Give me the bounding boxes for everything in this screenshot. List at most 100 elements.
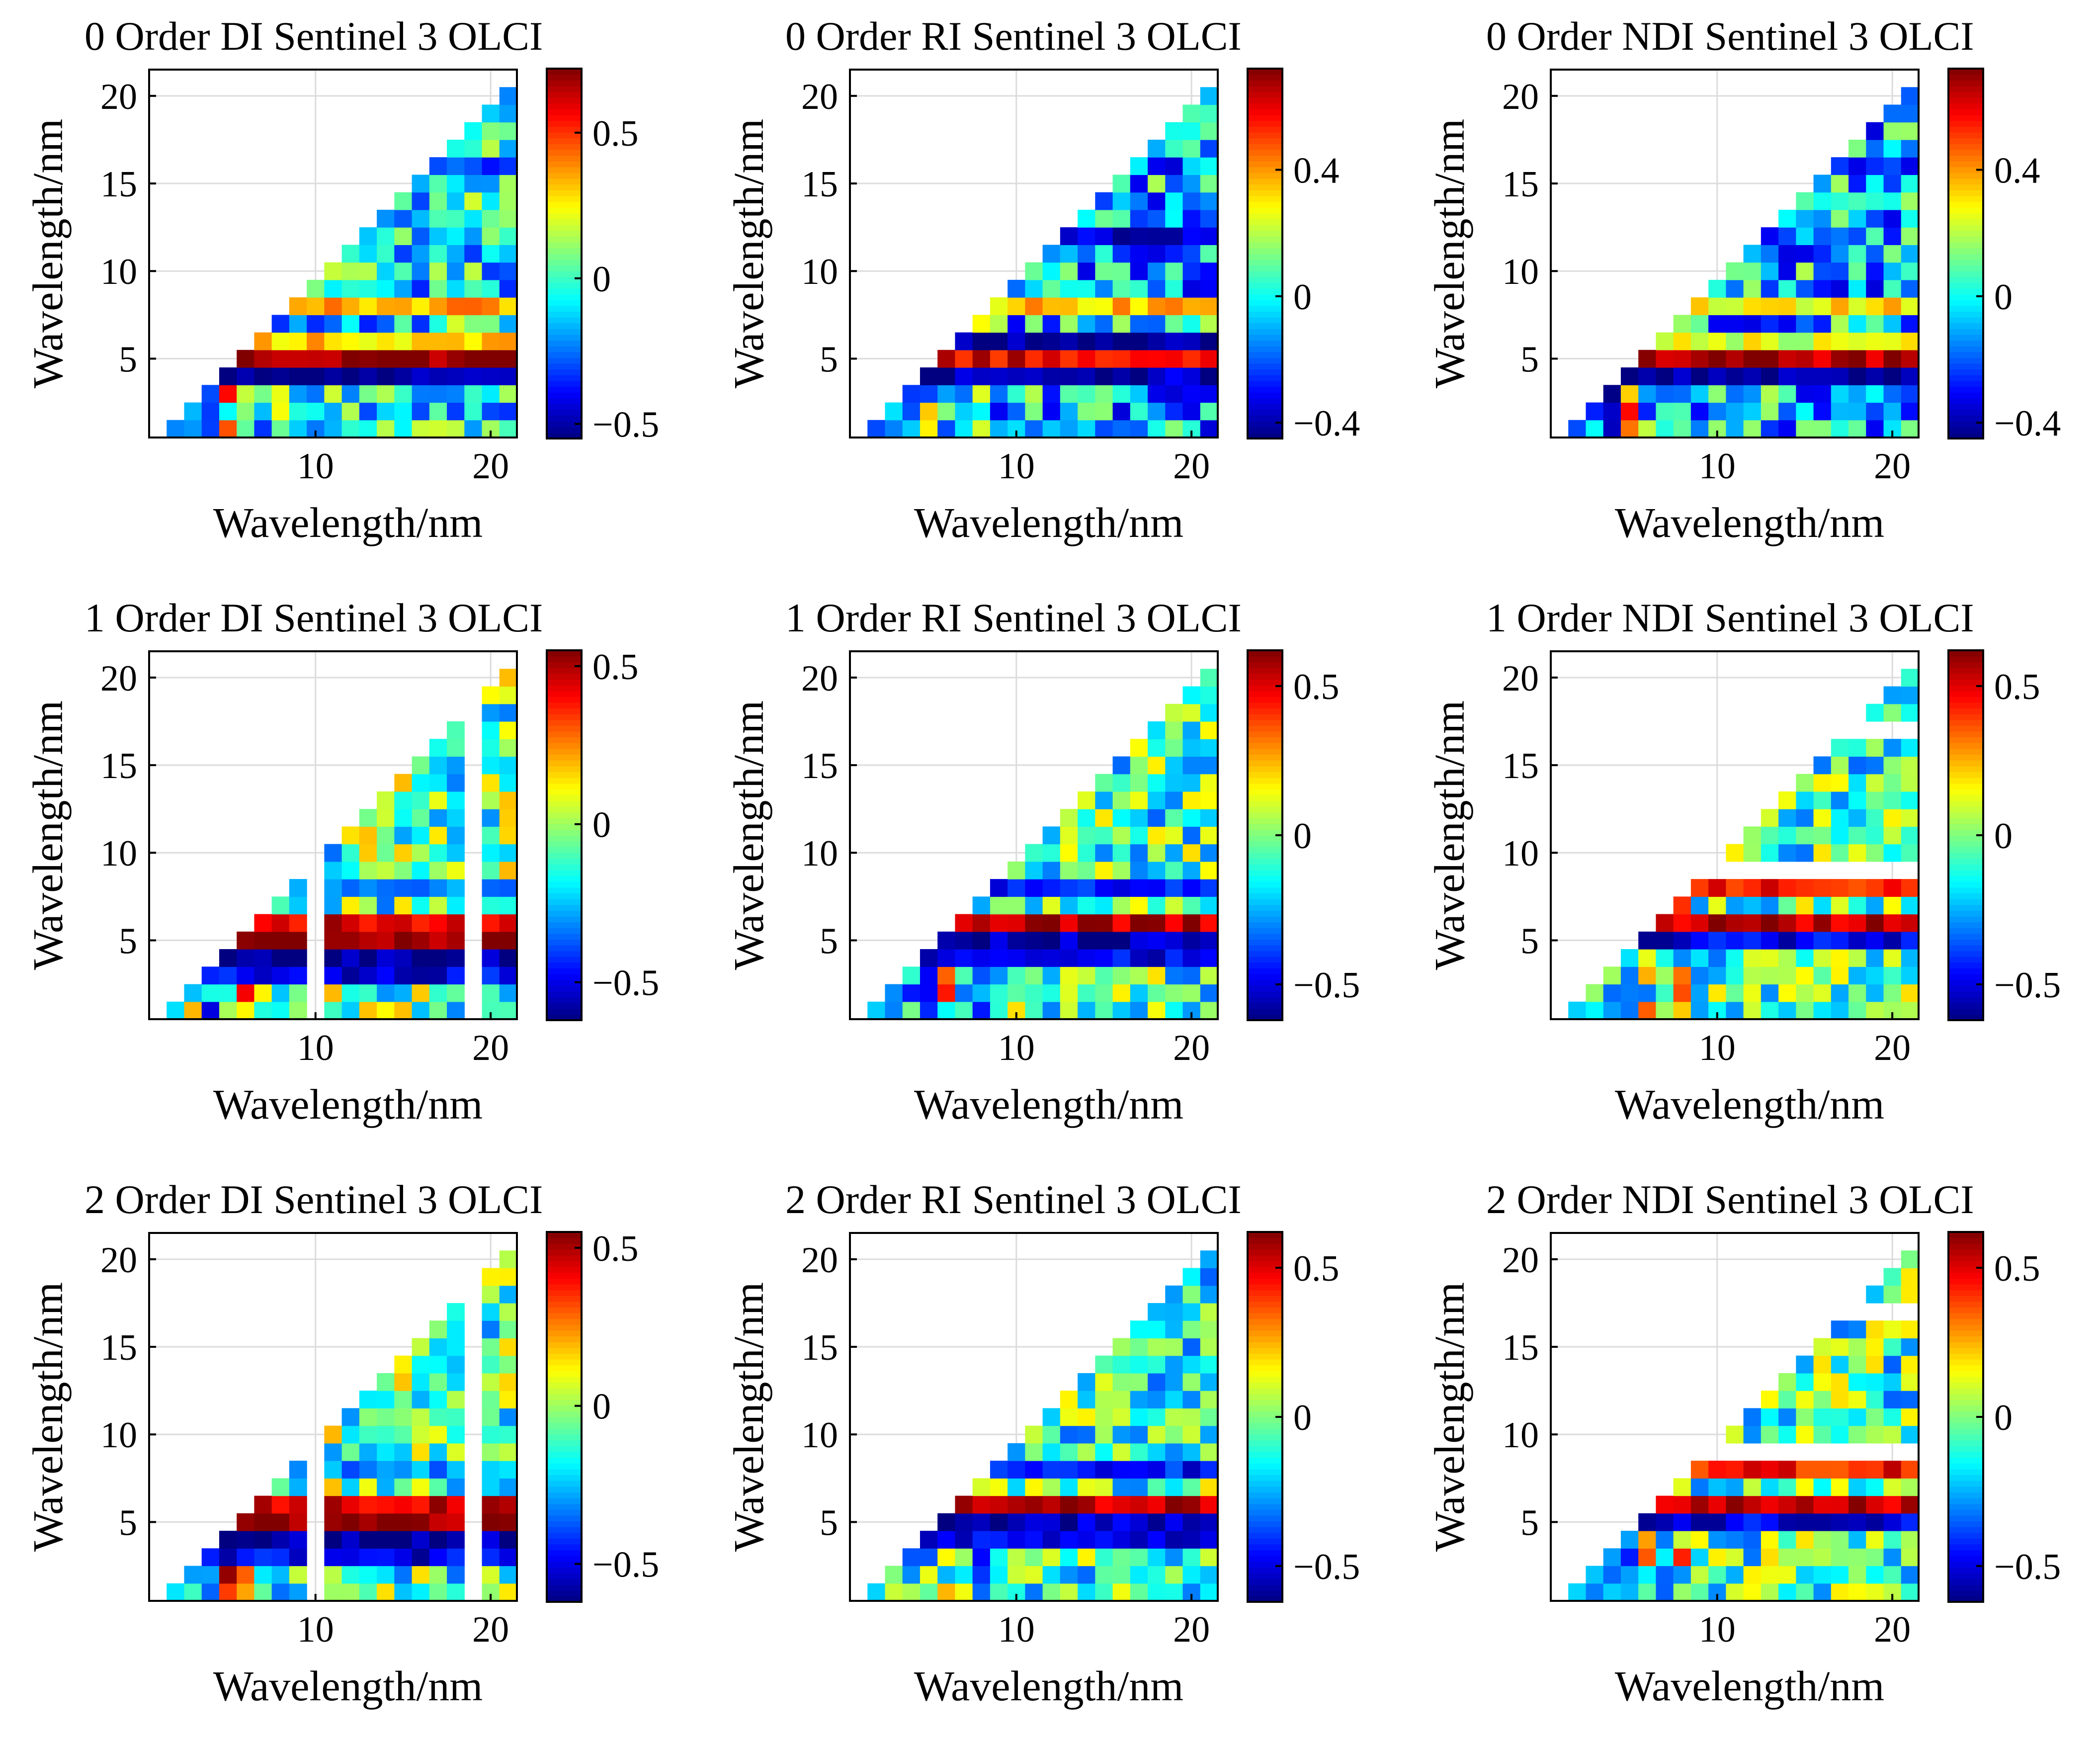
heatmap-cell [1673, 385, 1691, 403]
colorbar-segment [1948, 1567, 1983, 1574]
heatmap-cell [1042, 385, 1061, 403]
x-tick-label: 10 [1699, 446, 1736, 487]
heatmap-cell [1112, 984, 1131, 1002]
heatmap-cell [972, 367, 991, 385]
heatmap-cell [1866, 227, 1884, 245]
heatmap-cell [1112, 1513, 1131, 1531]
colorbar-segment [547, 968, 582, 974]
y-tick-label: 20 [1502, 77, 1539, 117]
heatmap-cell [972, 1566, 991, 1584]
heatmap-cell [1813, 1495, 1832, 1514]
heatmap-cell [447, 350, 465, 368]
heatmap-cell [1778, 402, 1796, 421]
heatmap-cell [1182, 104, 1201, 123]
colorbar-segment [547, 91, 582, 98]
heatmap-cell [482, 739, 500, 757]
heatmap-cell [1200, 1478, 1218, 1496]
heatmap-cell [1690, 931, 1709, 950]
heatmap-cell [429, 1548, 447, 1567]
heatmap-cell [1866, 896, 1884, 915]
heatmap-cell [237, 984, 255, 1002]
heatmap-cell [1743, 262, 1762, 280]
colorbar-segment [547, 847, 582, 853]
heatmap-cell [447, 1373, 465, 1391]
heatmap-cell [289, 1495, 307, 1514]
colorbar-segment [547, 74, 582, 81]
heatmap-cell [499, 931, 517, 950]
heatmap-cell [1866, 1355, 1884, 1374]
heatmap-cell [1200, 1338, 1218, 1356]
heatmap-cell [412, 262, 430, 280]
colorbar-segment [1248, 997, 1282, 1003]
heatmap-cell [254, 350, 272, 368]
colorbar-segment [1248, 685, 1282, 692]
heatmap-cell [499, 227, 517, 245]
heatmap-cell [482, 826, 500, 845]
heatmap-cell [955, 1495, 973, 1514]
axes-frame [148, 1232, 518, 1602]
heatmap-cell [412, 175, 430, 193]
heatmap-cell [1901, 420, 1919, 438]
heatmap-cell [1148, 791, 1166, 809]
heatmap-cell [937, 1548, 956, 1567]
heatmap-cell [1078, 826, 1095, 845]
heatmap-cell [429, 157, 447, 175]
heatmap-cell [1078, 931, 1095, 950]
colorbar-tick-label: 0.4 [1293, 150, 1340, 191]
x-tick-label: 20 [1874, 1609, 1911, 1650]
colorbar-segment [1948, 847, 1983, 853]
colorbar-segment [547, 126, 582, 133]
heatmap-cell [482, 791, 500, 809]
heatmap-cell [1060, 297, 1078, 315]
heatmap-cell [1078, 896, 1095, 915]
heatmap-cell [1182, 139, 1201, 158]
heatmap-cell [359, 420, 377, 438]
heatmap-cell [1060, 896, 1078, 915]
heatmap-cell [1901, 1250, 1919, 1269]
heatmap-cell [324, 420, 342, 438]
colorbar-segment [1248, 1492, 1282, 1498]
heatmap-cell [1866, 791, 1884, 809]
heatmap-cell [447, 1443, 465, 1461]
heatmap-cell [1148, 1495, 1166, 1514]
heatmap-cell [1778, 297, 1796, 315]
heatmap-cell [307, 315, 325, 333]
colorbar-segment [1948, 997, 1983, 1003]
colorbar-segment [1948, 1503, 1983, 1510]
colorbar-segment [1948, 1451, 1983, 1458]
colorbar-segment [1248, 300, 1282, 306]
heatmap-cell [1848, 420, 1866, 438]
heatmap-cell [972, 1548, 991, 1567]
colorbar-segment [1948, 864, 1983, 871]
heatmap-cell [1848, 157, 1866, 175]
heatmap-cell [184, 1583, 202, 1601]
heatmap-cell [1726, 402, 1744, 421]
heatmap-cell [1182, 1495, 1201, 1514]
x-axis-label: Wavelength/nm [213, 1080, 483, 1128]
heatmap-cell [1866, 1425, 1884, 1444]
colorbar-segment [1948, 1584, 1983, 1591]
heatmap-cell [920, 1531, 938, 1549]
heatmap-cell [412, 1355, 430, 1374]
heatmap-cell [1638, 402, 1657, 421]
colorbar-segment [547, 945, 582, 952]
heatmap-cell [1866, 966, 1884, 985]
heatmap-cell [1726, 1478, 1744, 1496]
colorbar-segment [1948, 173, 1983, 179]
heatmap-cell [1112, 809, 1131, 827]
heatmap-cell [429, 966, 447, 985]
heatmap-cell [1813, 774, 1832, 792]
heatmap-cell [482, 104, 500, 123]
heatmap-cell [1078, 209, 1095, 228]
heatmap-cell [1778, 315, 1796, 333]
y-tick-label: 10 [801, 252, 838, 292]
colorbar-segment [1248, 1284, 1282, 1291]
heatmap-cell [1638, 1583, 1657, 1601]
y-tick-label: 5 [119, 1502, 137, 1543]
heatmap-cell [412, 402, 430, 421]
heatmap-cell [201, 1548, 220, 1567]
heatmap-cell [499, 297, 517, 315]
heatmap-cell [1778, 1001, 1796, 1020]
heatmap-cell [1095, 966, 1113, 985]
colorbar-segment [547, 115, 582, 121]
